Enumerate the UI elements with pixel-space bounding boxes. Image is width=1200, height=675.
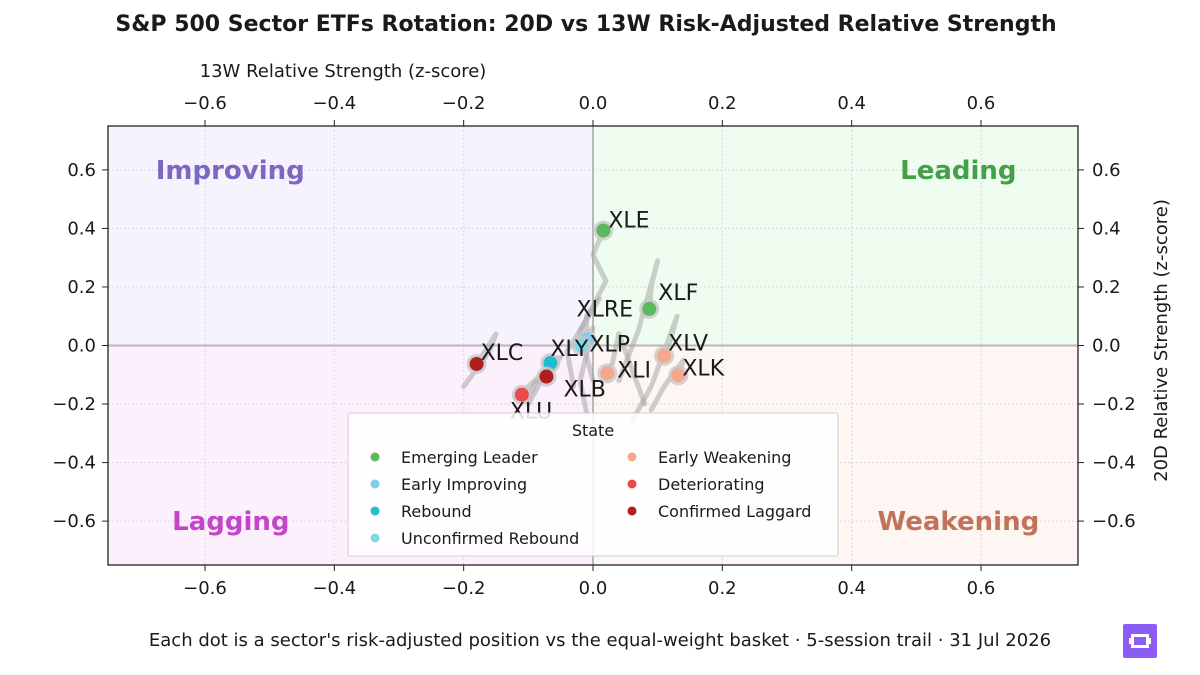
trail-xlv: [629, 313, 680, 425]
trail-xlre: [564, 296, 602, 389]
y-tick-label-left: −0.2: [52, 394, 96, 415]
y-tick-label-left: 0.4: [67, 218, 96, 239]
legend-entry-label: Emerging Leader: [401, 448, 538, 467]
chart-caption: Each dot is a sector's risk-adjusted pos…: [148, 630, 1052, 651]
trail-xlf: [616, 258, 661, 384]
point-label-xlk: XLK: [682, 356, 724, 381]
x-tick-label-bottom: 0.2: [708, 578, 737, 599]
y-tick-label-right: 0.6: [1092, 160, 1121, 181]
point-label-xlv: XLV: [668, 332, 708, 357]
x-tick-label-top: −0.4: [312, 93, 356, 114]
point-label-xly: XLY: [550, 337, 588, 362]
y-tick-label-left: 0.6: [67, 160, 96, 181]
x-tick-label-top: 0.4: [837, 93, 866, 114]
x-tick-label-top: 0.2: [708, 93, 737, 114]
y-tick-label-right: 0.2: [1092, 277, 1121, 298]
legend-box: [347, 412, 839, 557]
legend-entry-label: Early Improving: [401, 475, 527, 494]
point-xlk: [671, 368, 686, 383]
y-tick-label-left: 0.2: [67, 277, 96, 298]
x-tick-label-bottom: −0.6: [183, 578, 227, 599]
y-tick-label-left: −0.6: [52, 511, 96, 532]
legend-title: State: [572, 421, 614, 440]
legend-entry-label: Deteriorating: [658, 475, 765, 494]
y-tick-label-right: −0.2: [1092, 394, 1136, 415]
point-xle: [596, 223, 611, 238]
x-tick-label-bottom: 0.0: [579, 578, 608, 599]
point-label-xlb: XLB: [563, 378, 605, 403]
legend-marker: [370, 533, 380, 543]
point-xlb: [539, 369, 554, 384]
y-tick-label-right: −0.6: [1092, 511, 1136, 532]
quadrant-label-leading: Leading: [900, 156, 1016, 186]
legend-marker: [627, 479, 637, 489]
y-tick-label-right: 0.0: [1092, 336, 1121, 357]
chart-title: S&P 500 Sector ETFs Rotation: 20D vs 13W…: [115, 12, 1057, 37]
point-xlv: [657, 348, 672, 363]
brand-logo-glyph: [1129, 634, 1151, 648]
x-tick-label-bottom: 0.6: [967, 578, 996, 599]
x-axis-label: 13W Relative Strength (z-score): [200, 61, 487, 82]
quadrant-label-lagging: Lagging: [172, 507, 289, 537]
point-label-xlf: XLF: [658, 281, 698, 306]
legend-entry-label: Rebound: [401, 502, 472, 521]
point-xlf: [642, 301, 657, 316]
point-xlp: [574, 338, 589, 353]
brand-logo-icon: [1123, 624, 1157, 658]
x-tick-label-bottom: −0.4: [312, 578, 356, 599]
point-label-xlp: XLP: [589, 333, 630, 358]
x-tick-label-bottom: −0.2: [442, 578, 486, 599]
point-label-xli: XLI: [617, 358, 651, 383]
point-label-xlre: XLRE: [577, 298, 634, 323]
x-tick-label-top: −0.6: [183, 93, 227, 114]
point-label-xle: XLE: [608, 208, 649, 233]
legend-entry-label: Early Weakening: [658, 448, 791, 467]
x-tick-label-top: 0.0: [579, 93, 608, 114]
quadrant-label-weakening: Weakening: [878, 507, 1040, 537]
legend-marker: [627, 452, 637, 462]
point-xlu: [514, 387, 529, 402]
y-axis-label: 20D Relative Strength (z-score): [1151, 199, 1172, 482]
legend-entry-label: Confirmed Laggard: [658, 502, 811, 521]
x-tick-label-top: −0.2: [442, 93, 486, 114]
legend-marker: [370, 479, 380, 489]
legend-marker: [370, 452, 380, 462]
point-label-xlc: XLC: [481, 341, 524, 366]
y-tick-label-right: −0.4: [1092, 453, 1136, 474]
y-tick-label-left: 0.0: [67, 336, 96, 357]
x-tick-label-top: 0.6: [967, 93, 996, 114]
quadrant-leading-bg: [593, 126, 1078, 346]
quadrant-improving-bg: [108, 126, 593, 346]
legend-entry-label: Unconfirmed Rebound: [401, 529, 579, 548]
legend-marker: [370, 506, 380, 516]
point-xlc: [469, 356, 484, 371]
quadrant-label-improving: Improving: [156, 156, 305, 186]
legend-marker: [627, 506, 637, 516]
y-tick-label-left: −0.4: [52, 453, 96, 474]
point-xli: [600, 366, 615, 381]
x-tick-label-bottom: 0.4: [837, 578, 866, 599]
y-tick-label-right: 0.4: [1092, 218, 1121, 239]
